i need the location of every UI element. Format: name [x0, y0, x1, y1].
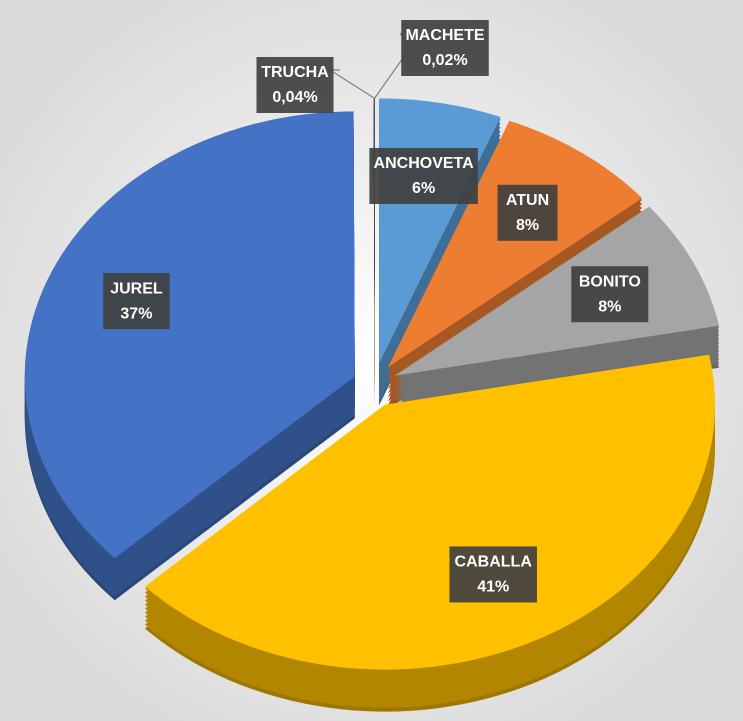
slice [24, 111, 355, 559]
data-label-value: 37% [120, 305, 152, 322]
data-label-value: 41% [477, 579, 509, 596]
slice-side [373, 136, 375, 402]
slice [394, 206, 720, 376]
data-label-box [369, 147, 478, 204]
data-label-box [103, 273, 170, 330]
slice [144, 354, 716, 670]
data-label-name: ATUN [506, 192, 549, 209]
slice-side [373, 108, 375, 374]
slice [387, 120, 643, 368]
slice-side [373, 100, 375, 366]
slice-side [373, 116, 375, 382]
labels: ANCHOVETA 6% ATUN 8% BONITO 8% CABALLA 41% JUREL… [103, 20, 649, 603]
data-label-name: BONITO [579, 273, 641, 290]
data-label-box [256, 57, 334, 113]
slice-side [373, 120, 375, 386]
data-label-box [449, 546, 537, 603]
data-label-value: 8% [598, 298, 621, 315]
data-label-value: 0,04% [272, 89, 317, 106]
data-label-name: MACHETE [405, 27, 484, 44]
data-label-name: CABALLA [455, 554, 533, 571]
data-label-value: 6% [412, 180, 435, 197]
slice-side [373, 140, 375, 406]
slice-side [373, 128, 375, 394]
data-label-value: 8% [516, 217, 539, 234]
slice-side [373, 132, 375, 398]
slice-side [373, 112, 375, 378]
slice-side [373, 104, 375, 370]
slice [373, 98, 375, 364]
data-label-name: JUREL [110, 280, 163, 297]
data-label-box [497, 184, 558, 241]
data-label-name: TRUCHA [261, 64, 329, 81]
slice-side [373, 124, 375, 390]
data-label-box [401, 20, 489, 76]
data-label-name: ANCHOVETA [374, 155, 475, 172]
data-label-value: 0,02% [422, 52, 467, 69]
data-label-box [571, 266, 649, 323]
